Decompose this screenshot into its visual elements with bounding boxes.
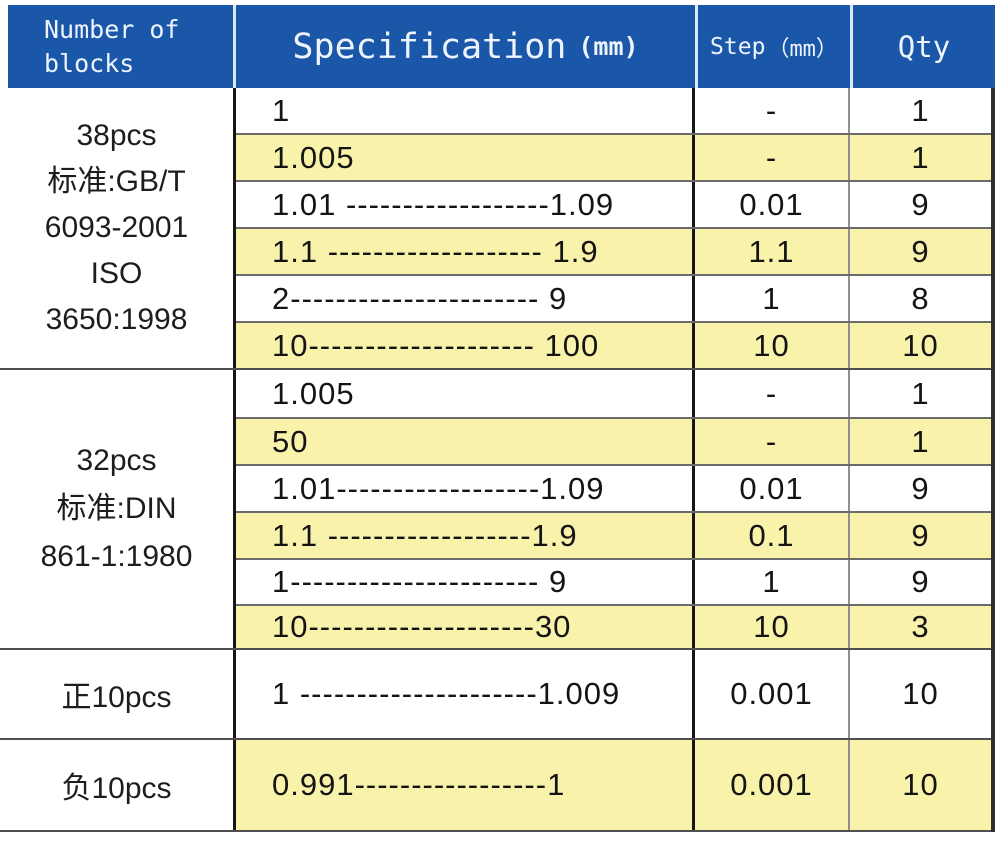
- step-cell: 0.1: [695, 513, 850, 558]
- group-label-plus-10pcs: 正10pcs: [0, 650, 236, 738]
- group-minus-10pcs: 负10pcs 0.991-----------------1 0.001 10: [0, 740, 991, 832]
- spec-cell: 1.01 ------------------1.09: [236, 182, 695, 227]
- group-label-38pcs: 38pcs 标准:GB/T 6093-2001 ISO 3650:1998: [0, 88, 236, 368]
- group-label-line: ISO: [90, 257, 143, 290]
- step-cell: 10: [695, 323, 850, 368]
- table-row: 1.01 ------------------1.09 0.01 9: [236, 180, 991, 227]
- step-cell: 1.1: [695, 229, 850, 274]
- spec-cell: 10-------------------- 100: [236, 323, 695, 368]
- group-label-line: 861-1:1980: [40, 540, 193, 573]
- header-number-of-blocks: Number of blocks: [8, 5, 233, 88]
- qty-cell: 9: [911, 517, 930, 553]
- qty-cell: 1: [911, 423, 930, 459]
- table-row: 2---------------------- 9 1 8: [236, 274, 991, 321]
- qty-cell: 9: [911, 564, 930, 599]
- group-rows: 0.991-----------------1 0.001 10: [236, 740, 991, 830]
- step-cell: 1: [695, 276, 850, 321]
- spec-cell: 0.991-----------------1: [236, 740, 695, 830]
- qty-cell: 3: [911, 609, 930, 644]
- spec-cell: 1 ---------------------1.009: [236, 650, 695, 738]
- group-rows: 1 ---------------------1.009 0.001 10: [236, 650, 991, 738]
- table-row: 10-------------------- 100 10 10: [236, 321, 991, 368]
- step-unit: （mm）: [767, 36, 838, 62]
- spec-cell: 1---------------------- 9: [236, 560, 695, 604]
- header-specification: Specification (mm): [233, 5, 695, 88]
- table-row: 1.1 ------------------1.9 0.1 9: [236, 511, 991, 558]
- step-cell: -: [695, 419, 850, 464]
- header-blocks-line2: blocks: [44, 48, 135, 78]
- step-label: Step: [710, 33, 766, 60]
- group-label-line: 6093-2001: [44, 211, 189, 244]
- specification-unit: (mm): [578, 32, 639, 61]
- step-cell: 0.001: [695, 650, 850, 738]
- table-row: 1 - 1: [236, 88, 991, 133]
- group-label-line: 3650:1998: [45, 303, 188, 336]
- spec-cell: 1.1 ------------------1.9: [236, 513, 695, 558]
- table-row: 1.005 - 1: [236, 133, 991, 180]
- group-label-line: 负10pcs: [61, 772, 172, 805]
- step-cell: 0.01: [695, 182, 850, 227]
- step-cell: 0.01: [695, 466, 850, 511]
- qty-cell: 9: [911, 233, 930, 269]
- header-blocks-line1: Number of: [44, 14, 180, 44]
- qty-cell: 10: [902, 767, 939, 802]
- step-cell: 0.001: [695, 740, 850, 830]
- spec-cell: 1.01------------------1.09: [236, 466, 695, 511]
- step-cell: 10: [695, 606, 850, 648]
- table-body: 38pcs 标准:GB/T 6093-2001 ISO 3650:1998 1 …: [0, 88, 995, 832]
- group-plus-10pcs: 正10pcs 1 ---------------------1.009 0.00…: [0, 650, 991, 740]
- group-label-line: 正10pcs: [61, 681, 172, 714]
- spec-cell: 50: [236, 419, 695, 464]
- group-label-line: 标准:GB/T: [47, 165, 186, 198]
- qty-cell: 1: [911, 375, 930, 411]
- group-label-line: 32pcs: [76, 444, 157, 477]
- table-row: 50 - 1: [236, 417, 991, 464]
- group-38pcs: 38pcs 标准:GB/T 6093-2001 ISO 3650:1998 1 …: [0, 88, 991, 370]
- table-row: 1.01------------------1.09 0.01 9: [236, 464, 991, 511]
- qty-cell: 10: [902, 676, 939, 711]
- step-cell: 1: [695, 560, 850, 604]
- step-cell: -: [695, 370, 850, 417]
- table-header-row: Number of blocks Specification (mm) Step…: [8, 5, 995, 88]
- step-cell: -: [695, 88, 850, 133]
- qty-cell: 10: [902, 327, 939, 363]
- spec-cell: 10--------------------30: [236, 606, 695, 648]
- group-rows: 1 - 1 1.005 - 1 1.01 ------------------1…: [236, 88, 991, 368]
- header-step: Step （mm）: [695, 5, 850, 88]
- spec-cell: 1.005: [236, 135, 695, 180]
- step-cell: -: [695, 135, 850, 180]
- table-row: 1 ---------------------1.009 0.001 10: [236, 650, 991, 738]
- group-label-line: 38pcs: [76, 119, 157, 152]
- spec-cell: 1.005: [236, 370, 695, 417]
- group-32pcs: 32pcs 标准:DIN 861-1:1980 1.005 - 1 50 - 1…: [0, 370, 991, 650]
- qty-cell: 9: [911, 186, 930, 222]
- table-row: 1.1 ------------------- 1.9 1.1 9: [236, 227, 991, 274]
- group-rows: 1.005 - 1 50 - 1 1.01------------------1…: [236, 370, 991, 648]
- qty-cell: 1: [911, 139, 930, 175]
- specification-label: Specification: [292, 26, 567, 67]
- group-label-line: 标准:DIN: [56, 492, 177, 525]
- header-qty: Qty: [850, 5, 995, 88]
- table-row: 0.991-----------------1 0.001 10: [236, 740, 991, 830]
- table-row: 1---------------------- 9 1 9: [236, 558, 991, 604]
- spec-cell: 1: [236, 88, 695, 133]
- qty-cell: 1: [911, 92, 930, 128]
- table-row: 1.005 - 1: [236, 370, 991, 417]
- group-label-32pcs: 32pcs 标准:DIN 861-1:1980: [0, 370, 236, 648]
- qty-cell: 8: [911, 280, 930, 316]
- table-row: 10--------------------30 10 3: [236, 604, 991, 648]
- spec-cell: 1.1 ------------------- 1.9: [236, 229, 695, 274]
- spec-cell: 2---------------------- 9: [236, 276, 695, 321]
- qty-cell: 9: [911, 470, 930, 506]
- group-label-minus-10pcs: 负10pcs: [0, 740, 236, 830]
